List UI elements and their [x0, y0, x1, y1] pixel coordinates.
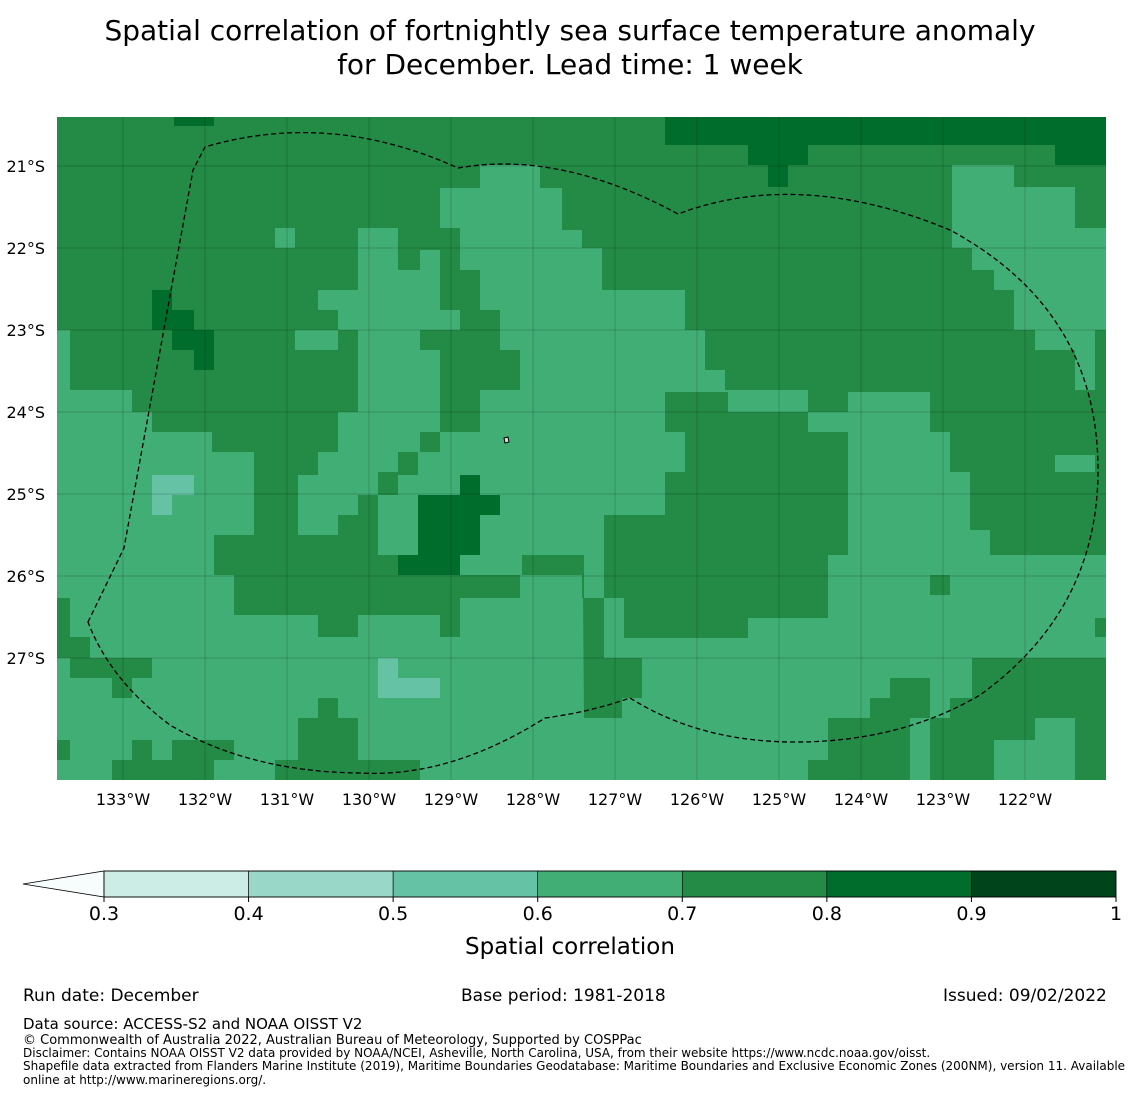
colorbar-segment [537, 870, 683, 898]
run-date: Run date: December [23, 986, 199, 1006]
latitude-label: 27°S [6, 649, 45, 668]
eez-boundary [87, 131, 1099, 775]
longitude-label: 122°W [998, 790, 1053, 809]
title-line-1: Spatial correlation of fortnightly sea s… [104, 14, 1036, 47]
map-title: Spatial correlation of fortnightly sea s… [0, 14, 1140, 82]
colorbar-label: Spatial correlation [465, 934, 675, 960]
title-line-2: for December. Lead time: 1 week [337, 48, 803, 81]
colorbar-under-arrow [22, 870, 105, 898]
colorbar-tick-label: 0.8 [812, 903, 842, 925]
correlation-cells [57, 117, 1106, 780]
latitude-label: 21°S [6, 157, 45, 176]
correlation-region [298, 350, 440, 535]
longitude-labels: 133°W 132°W 131°W 130°W 129°W 128°W 127°W 126°W… [96, 790, 1053, 809]
correlation-region [1095, 618, 1106, 637]
latitude-labels: 21°S 22°S 23°S 24°S 25°S 26°S 27°S [6, 157, 45, 668]
longitude-label: 125°W [752, 790, 807, 809]
colorbar-tick-label: 0.7 [667, 903, 697, 925]
correlation-region [378, 658, 440, 698]
data-source: Data source: ACCESS-S2 and NOAA OISST V2 [23, 1015, 363, 1033]
map-figure: 21°S22°S23°S24°S25°S26°S27°S 133°W 132°W 1… [6, 117, 1122, 960]
map-gridlines [57, 117, 1106, 780]
latitude-label: 26°S [6, 567, 45, 586]
colorbar-segment [248, 870, 394, 898]
correlation-map [57, 117, 1106, 780]
colorbar-segment [103, 870, 249, 898]
latitude-label: 24°S [6, 403, 45, 422]
correlation-region [398, 475, 500, 575]
correlation-region [112, 740, 234, 780]
correlation-region [583, 598, 642, 718]
longitude-label: 128°W [506, 790, 561, 809]
latitude-label: 25°S [6, 485, 45, 504]
correlation-region [1055, 455, 1095, 472]
correlation-region [808, 678, 930, 780]
longitude-label: 131°W [260, 790, 315, 809]
longitude-label: 124°W [834, 790, 889, 809]
colorbar-segment [971, 870, 1117, 898]
colorbar-tick-label: 0.6 [523, 903, 553, 925]
colorbar: 0.3 0.4 0.5 0.6 0.7 0.8 0.9 1 Spatial correlati… [22, 870, 1122, 960]
correlation-region [275, 698, 420, 780]
colorbar-frame [103, 870, 1117, 898]
correlation-region [295, 330, 338, 350]
issued-date: Issued: 09/02/2022 [943, 986, 1107, 1006]
longitude-label: 133°W [96, 790, 151, 809]
colorbar-tick-label: 0.3 [89, 903, 119, 925]
colorbar-ticks: 0.3 0.4 0.5 0.6 0.7 0.8 0.9 1 [89, 897, 1122, 925]
longitude-label: 123°W [916, 790, 971, 809]
longitude-label: 127°W [588, 790, 643, 809]
longitude-label: 129°W [424, 790, 479, 809]
colorbar-tick-label: 0.5 [378, 903, 408, 925]
colorbar-tick-label: 0.4 [233, 903, 263, 925]
disclaimer: Disclaimer: Contains NOAA OISST V2 data … [23, 1046, 931, 1060]
correlation-region [952, 165, 1106, 390]
correlation-region [930, 575, 950, 595]
longitude-label: 126°W [670, 790, 725, 809]
correlation-region [174, 117, 214, 126]
island-outline [503, 436, 510, 444]
colorbar-segments [103, 870, 1117, 898]
longitude-label: 132°W [178, 790, 233, 809]
correlation-region [57, 165, 1106, 780]
copyright: © Commonwealth of Australia 2022, Austra… [23, 1033, 642, 1048]
shapefile-credit-2: online at http://www.marineregions.org/. [23, 1073, 267, 1087]
longitude-label: 130°W [342, 790, 397, 809]
latitude-label: 23°S [6, 321, 45, 340]
colorbar-segment [392, 870, 539, 898]
colorbar-tick-label: 0.9 [956, 903, 986, 925]
correlation-region [152, 475, 194, 515]
base-period: Base period: 1981-2018 [461, 986, 666, 1006]
shapefile-credit-1: Shapefile data extracted from Flanders M… [23, 1059, 1126, 1073]
latitude-label: 22°S [6, 239, 45, 258]
correlation-region [542, 412, 685, 598]
correlation-region [57, 598, 152, 698]
colorbar-segment [681, 870, 828, 898]
correlation-region [930, 658, 1106, 780]
colorbar-segment [826, 870, 972, 898]
colorbar-tick-label: 1 [1110, 903, 1122, 925]
correlation-region [665, 117, 1106, 187]
correlation-region [57, 740, 70, 760]
